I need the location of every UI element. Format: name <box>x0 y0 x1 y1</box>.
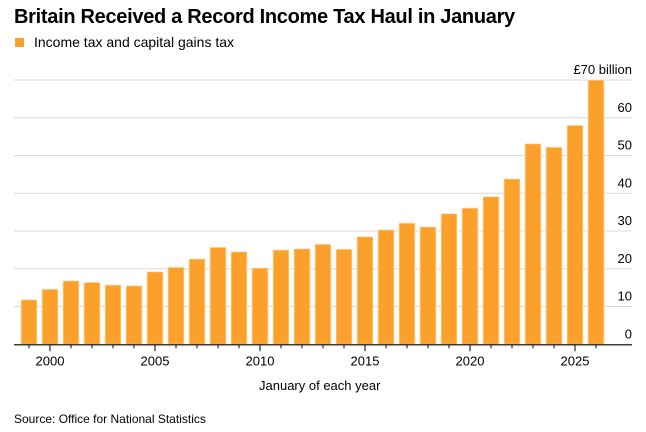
bar-2012 <box>293 248 311 345</box>
y-tick-label: £70 billion <box>573 62 632 77</box>
bar-2005 <box>146 271 164 345</box>
bar-2025 <box>566 124 584 345</box>
y-tick-label: 20 <box>618 251 632 266</box>
bar-2014 <box>335 248 353 345</box>
bar-2015 <box>356 236 374 345</box>
bar-2007 <box>188 258 206 345</box>
legend: Income tax and capital gains tax <box>15 34 234 50</box>
bar-2016 <box>377 229 395 345</box>
bar-2019 <box>440 213 458 345</box>
bar-2009 <box>230 251 248 345</box>
bar-2023 <box>524 143 542 345</box>
bar-2013 <box>314 243 332 345</box>
bar-2021 <box>482 196 500 345</box>
bar-2020 <box>461 207 479 345</box>
x-tick-label: 2005 <box>141 353 170 368</box>
x-axis: 2000 2005 2010 2015 2020 2025 <box>14 344 632 368</box>
y-tick-label: 0 <box>625 326 632 341</box>
x-tick-label: 2000 <box>36 353 65 368</box>
y-tick-label: 10 <box>618 289 632 304</box>
bar-2006 <box>167 266 185 345</box>
bar-2011 <box>272 249 290 345</box>
bar-2026 <box>587 79 605 345</box>
source-note: Source: Office for National Statistics <box>14 412 206 426</box>
bar-2000 <box>41 288 59 345</box>
y-tick-label: 60 <box>618 100 632 115</box>
x-axis-title: January of each year <box>259 378 381 393</box>
bar-2008 <box>209 246 227 345</box>
legend-swatch <box>15 37 24 47</box>
y-tick-label: 30 <box>618 213 632 228</box>
bar-1999 <box>20 299 38 345</box>
y-axis-labels: 0 10 20 30 40 50 60 £70 billion <box>573 62 632 341</box>
bar-2001 <box>62 280 80 345</box>
legend-label: Income tax and capital gains tax <box>34 34 235 50</box>
x-tick-label: 2015 <box>351 353 380 368</box>
bar-2010 <box>251 267 269 345</box>
bar-2018 <box>419 226 437 345</box>
x-tick-label: 2025 <box>561 353 590 368</box>
bar-2003 <box>104 284 122 345</box>
bar-2017 <box>398 222 416 345</box>
chart-title: Britain Received a Record Income Tax Hau… <box>14 6 515 28</box>
y-tick-label: 50 <box>618 138 632 153</box>
x-tick-label: 2010 <box>246 353 275 368</box>
bar-2024 <box>545 146 563 345</box>
bar-2004 <box>125 285 143 345</box>
bar-2002 <box>83 281 101 345</box>
bar-2022 <box>503 178 521 345</box>
x-tick-label: 2020 <box>456 353 485 368</box>
bars <box>20 79 605 345</box>
y-tick-label: 40 <box>618 175 632 190</box>
